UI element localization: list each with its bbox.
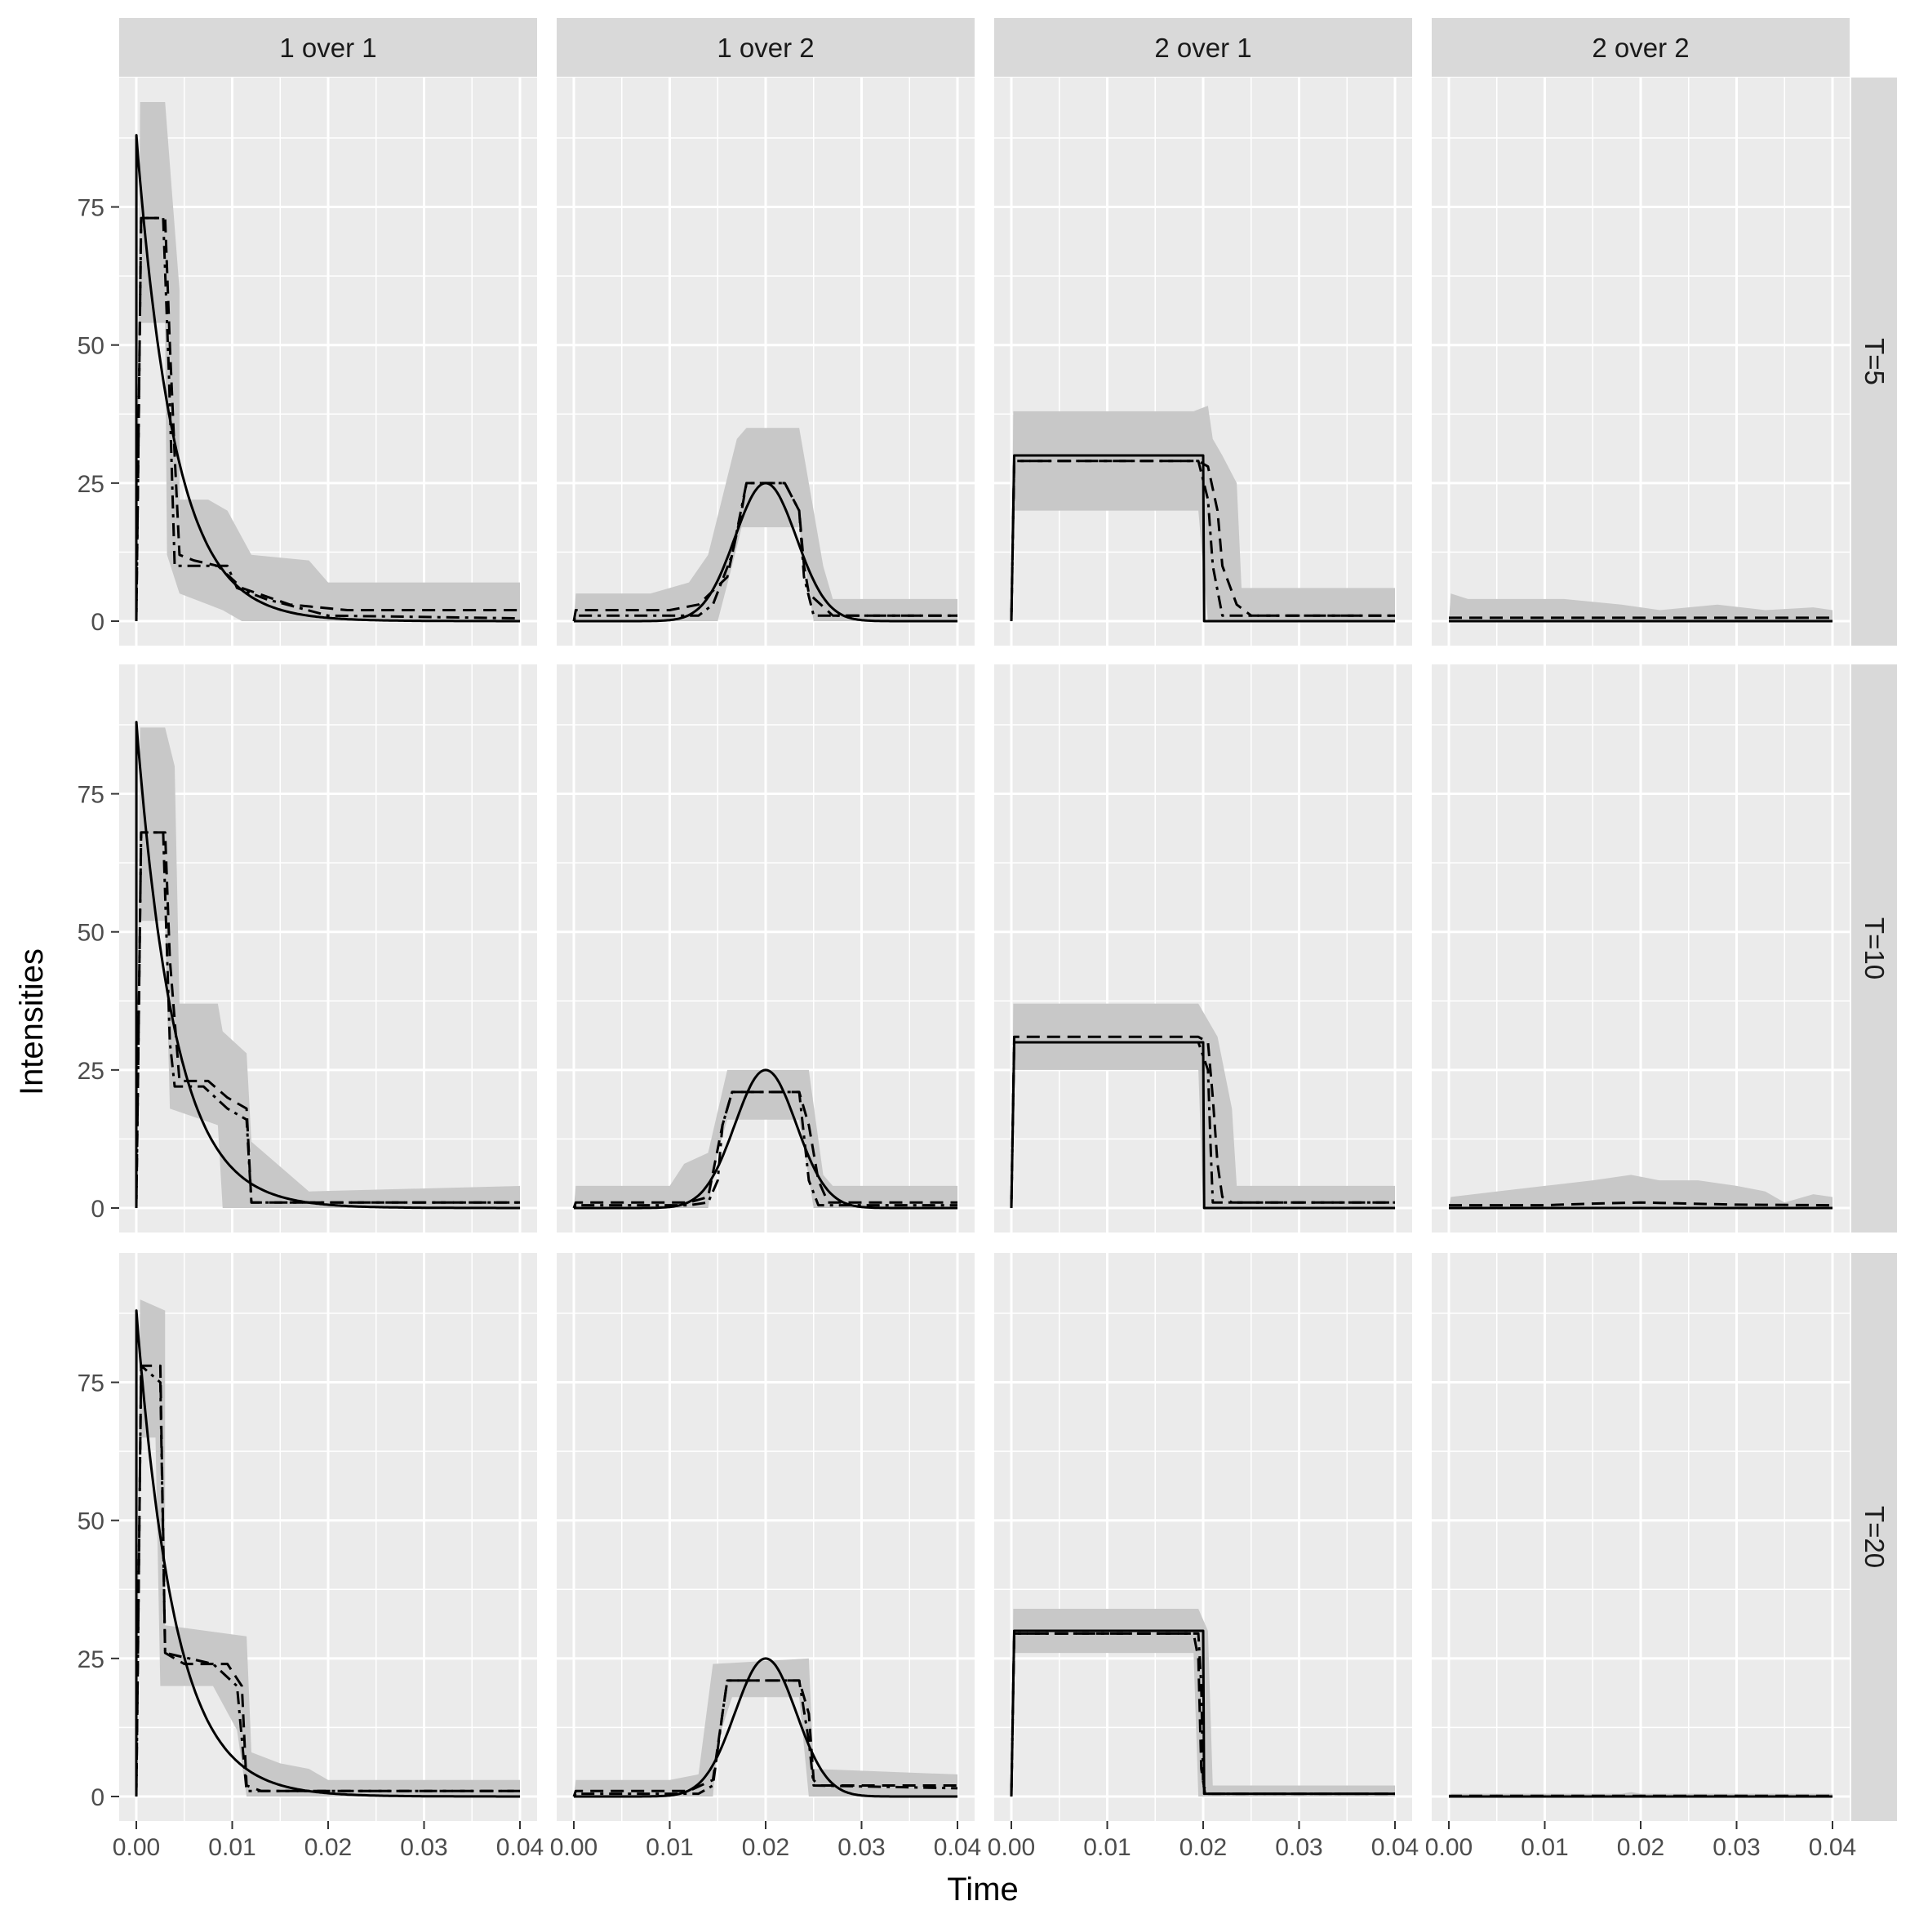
x-tick-label: 0.03 bbox=[1275, 1834, 1322, 1861]
column-strip bbox=[119, 18, 537, 77]
y-tick-label: 25 bbox=[78, 471, 104, 498]
row-strip bbox=[1851, 664, 1897, 1232]
row-strip-label: T=20 bbox=[1859, 1506, 1890, 1568]
x-tick-label: 0.03 bbox=[1713, 1834, 1760, 1861]
series-line-dashed bbox=[1010, 460, 1395, 622]
x-tick-label: 0.00 bbox=[113, 1834, 160, 1861]
y-tick-label: 50 bbox=[78, 1508, 104, 1535]
x-tick-label: 0.00 bbox=[1425, 1834, 1473, 1861]
x-tick-label: 0.03 bbox=[400, 1834, 447, 1861]
confidence-band bbox=[574, 1658, 957, 1797]
column-strip bbox=[994, 18, 1412, 77]
x-tick-label: 0.01 bbox=[1083, 1834, 1131, 1861]
row-strip bbox=[1851, 78, 1897, 646]
column-strip bbox=[1432, 18, 1850, 77]
series-line-dashed bbox=[1449, 1201, 1833, 1207]
x-tick-label: 0.01 bbox=[1521, 1834, 1568, 1861]
confidence-band bbox=[1449, 593, 1832, 621]
y-axis-title: Intensities bbox=[14, 948, 50, 1095]
series-line-solid bbox=[135, 721, 520, 1210]
column-strip-label: 1 over 2 bbox=[717, 33, 814, 63]
series-line-solid bbox=[135, 134, 520, 623]
x-tick-label: 0.00 bbox=[550, 1834, 598, 1861]
series-line-solid bbox=[574, 1657, 957, 1798]
series-line-dashed bbox=[572, 482, 957, 622]
x-tick-label: 0.04 bbox=[496, 1834, 544, 1861]
column-strip bbox=[557, 18, 975, 77]
y-tick-label: 75 bbox=[78, 782, 104, 809]
confidence-band bbox=[574, 428, 957, 621]
y-tick-label: 75 bbox=[78, 1370, 104, 1397]
series-line-dotdash bbox=[135, 831, 520, 1209]
y-tick-label: 25 bbox=[78, 1646, 104, 1673]
x-tick-label: 0.02 bbox=[1179, 1834, 1227, 1861]
series-line-dotdash bbox=[572, 1679, 958, 1797]
series-line-solid bbox=[135, 1309, 520, 1798]
series-line-dashed bbox=[572, 1679, 957, 1797]
x-tick-label: 0.04 bbox=[1809, 1834, 1856, 1861]
row-strip bbox=[1851, 1253, 1897, 1821]
series-line-dotdash bbox=[135, 216, 521, 622]
y-tick-label: 50 bbox=[78, 333, 104, 360]
x-axis-title: Time bbox=[947, 1872, 1018, 1908]
y-tick-label: 75 bbox=[78, 195, 104, 222]
confidence-band bbox=[136, 102, 520, 621]
column-strip-label: 2 over 2 bbox=[1592, 33, 1689, 63]
row-strip-label: T=5 bbox=[1859, 338, 1890, 385]
y-tick-label: 0 bbox=[91, 609, 104, 636]
y-tick-label: 0 bbox=[91, 1784, 104, 1811]
confidence-band bbox=[136, 727, 520, 1208]
column-strip-label: 2 over 1 bbox=[1154, 33, 1251, 63]
series-line-dotdash bbox=[572, 1090, 957, 1209]
x-tick-label: 0.02 bbox=[1617, 1834, 1664, 1861]
confidence-band bbox=[1449, 1175, 1832, 1208]
series-line-dashed bbox=[135, 831, 520, 1209]
x-tick-label: 0.01 bbox=[646, 1834, 693, 1861]
y-tick-label: 0 bbox=[91, 1196, 104, 1223]
series-line-dotdash bbox=[1010, 1041, 1395, 1209]
y-tick-label: 50 bbox=[78, 920, 104, 947]
row-strip-label: T=10 bbox=[1859, 917, 1890, 979]
x-tick-label: 0.02 bbox=[742, 1834, 789, 1861]
series-line-dashed bbox=[1010, 1632, 1395, 1797]
series-line-solid bbox=[574, 1068, 957, 1210]
x-tick-label: 0.04 bbox=[934, 1834, 981, 1861]
x-tick-label: 0.03 bbox=[837, 1834, 885, 1861]
column-strip-label: 1 over 1 bbox=[279, 33, 376, 63]
confidence-band bbox=[136, 1299, 520, 1797]
series-line-dotdash bbox=[1010, 1632, 1395, 1797]
series-line-dotdash bbox=[135, 1364, 520, 1797]
series-line-dashed bbox=[135, 1364, 520, 1797]
series-line-dotdash bbox=[1010, 460, 1395, 622]
y-tick-label: 25 bbox=[78, 1058, 104, 1085]
confidence-band bbox=[574, 1069, 957, 1208]
x-tick-label: 0.01 bbox=[208, 1834, 255, 1861]
series-line-dashed bbox=[1010, 1035, 1395, 1209]
x-tick-label: 0.00 bbox=[988, 1834, 1035, 1861]
x-tick-label: 0.04 bbox=[1371, 1834, 1419, 1861]
x-tick-label: 0.02 bbox=[304, 1834, 352, 1861]
